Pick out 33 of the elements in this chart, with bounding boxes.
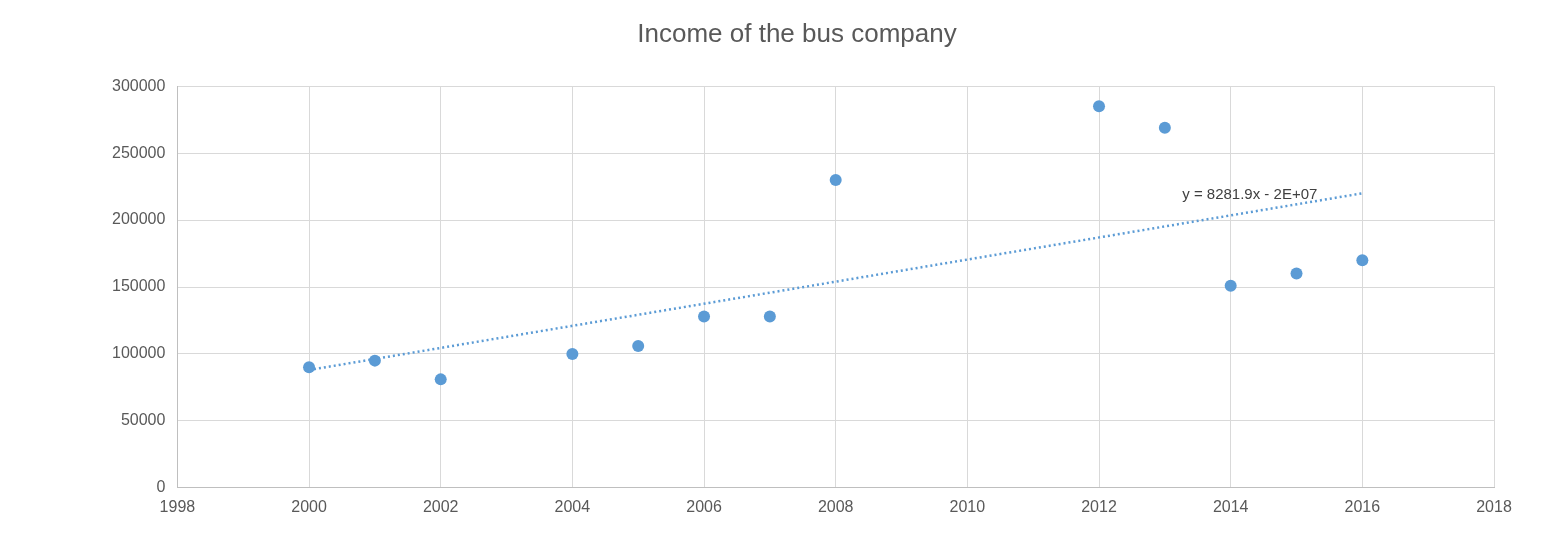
x-tick-label: 2018	[1476, 497, 1512, 515]
point	[698, 310, 711, 323]
y-tick-label: 100000	[112, 344, 166, 362]
point	[1224, 279, 1237, 292]
x-tick-label: 2010	[949, 497, 986, 515]
x-tick-label: 2006	[686, 497, 722, 515]
chart-title: Income of the bus company	[637, 17, 957, 48]
annotation: y = 8281.9x - 2E+07	[1182, 185, 1318, 203]
x-tick-label: 2008	[817, 497, 854, 515]
y-tick-label: 0	[156, 478, 166, 496]
point	[1356, 254, 1369, 267]
point	[1290, 267, 1303, 280]
point	[763, 310, 776, 323]
x-tick-label: 2012	[1081, 497, 1117, 515]
point	[829, 173, 842, 186]
y-tick-label: 250000	[112, 143, 166, 161]
point	[566, 347, 579, 360]
y-tick-label: 300000	[112, 76, 166, 94]
y-tick-label: 200000	[112, 210, 166, 228]
x-tick-label: 2014	[1212, 497, 1249, 515]
point	[632, 339, 645, 352]
point	[368, 354, 381, 367]
point	[1093, 100, 1106, 113]
x-tick-label: 2002	[422, 497, 459, 515]
x-tick-label: 2004	[554, 497, 591, 515]
x-tick-label: 2000	[291, 497, 327, 515]
point	[1158, 121, 1171, 134]
y-tick-label: 50000	[120, 411, 166, 429]
x-tick-label: 1998	[159, 497, 196, 515]
point	[434, 373, 447, 386]
y-tick-label: 150000	[112, 277, 166, 295]
x-tick-label: 2016	[1344, 497, 1381, 515]
point	[303, 361, 316, 374]
